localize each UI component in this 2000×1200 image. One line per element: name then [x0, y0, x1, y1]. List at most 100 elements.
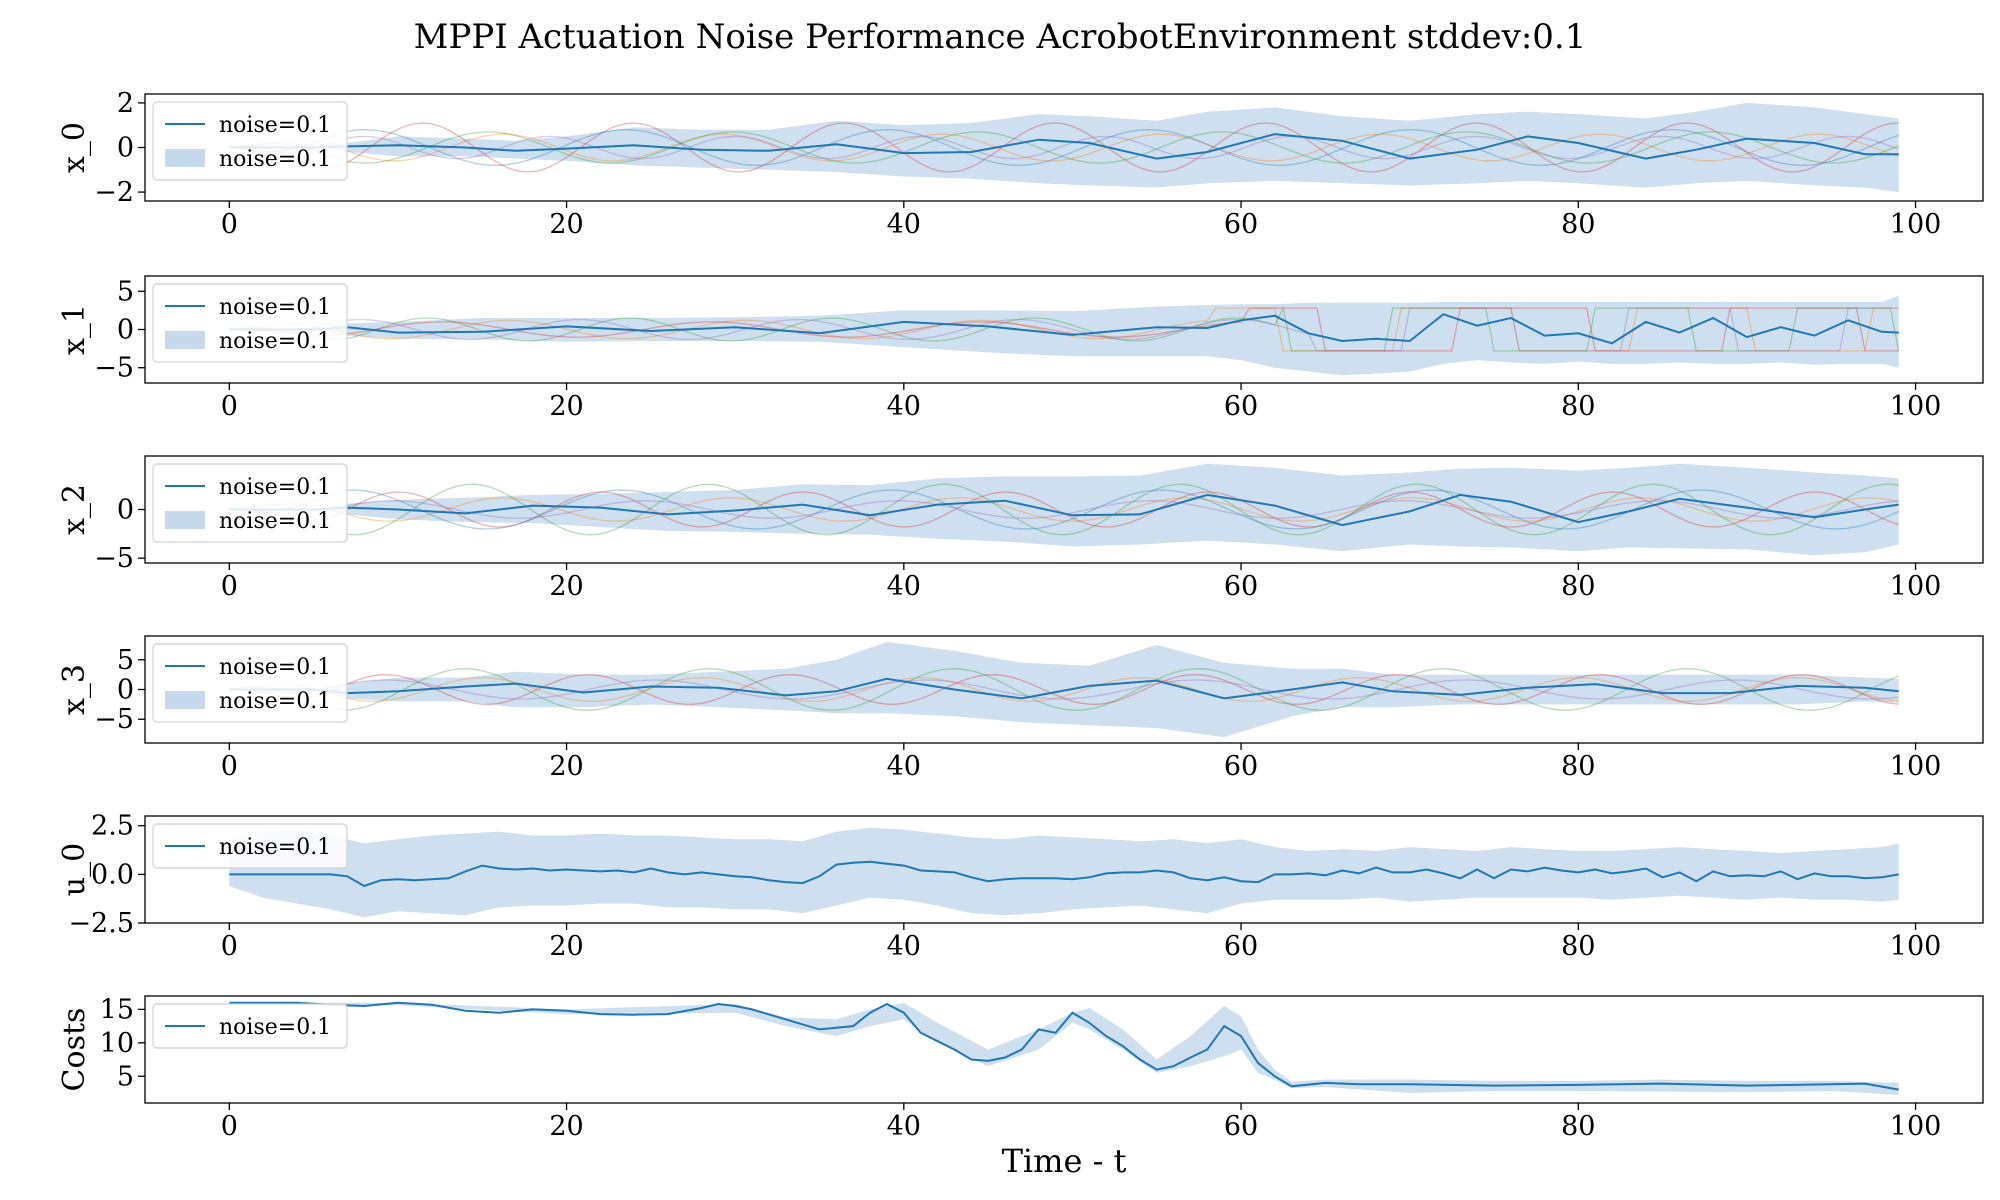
x-tick-label: 0	[221, 751, 238, 782]
y-axis-label: Costs	[57, 1008, 92, 1092]
x-tick-label: 80	[1561, 931, 1595, 962]
legend-band-swatch	[165, 331, 205, 349]
x-tick-label: 20	[549, 391, 583, 422]
rollout-line	[229, 668, 1899, 711]
plot-area	[229, 641, 1899, 738]
subplot-x-2: 0 20 40 60 80 100 0 −5x_2 noise=0.1 noise=0.1	[57, 455, 1984, 602]
x-tick-label: 80	[1561, 751, 1595, 782]
x-tick-label: 80	[1561, 391, 1595, 422]
x-tick-label: 100	[1890, 751, 1942, 782]
mean-line	[229, 677, 1899, 700]
std-band	[229, 102, 1899, 193]
plot-area	[229, 1001, 1899, 1095]
legend-band-swatch	[165, 691, 205, 709]
x-tick-label: 60	[1224, 931, 1258, 962]
y-tick-label: 5	[117, 645, 134, 676]
y-axis-label: x_1	[57, 304, 92, 355]
x-tick-label: 60	[1224, 751, 1258, 782]
legend-label: noise=0.1	[219, 113, 331, 138]
std-band	[229, 463, 1899, 556]
y-axis-label: x_0	[57, 122, 92, 173]
rollout-line	[229, 489, 1899, 530]
rollout-line	[229, 306, 1900, 352]
legend: noise=0.1 noise=0.1	[152, 643, 348, 723]
x-tick-label: 20	[549, 571, 583, 602]
rollout-line	[229, 129, 1899, 166]
x-tick-label: 60	[1224, 209, 1258, 240]
y-tick-label: 5	[117, 276, 134, 307]
std-band	[229, 1002, 1899, 1095]
y-axis-label: u_0	[57, 843, 92, 896]
x-tick-label: 20	[549, 751, 583, 782]
x-tick-label: 0	[221, 1111, 238, 1142]
plot-area	[229, 827, 1899, 918]
legend-label: noise=0.1	[219, 475, 331, 500]
x-tick-label: 40	[887, 209, 921, 240]
legend-label: noise=0.1	[219, 329, 331, 354]
legend-box	[152, 1003, 348, 1049]
y-tick-label: 0	[117, 315, 134, 346]
y-tick-label: 2	[117, 88, 134, 119]
std-band	[229, 641, 1899, 738]
y-tick-label: 0	[117, 675, 134, 706]
x-tick-label: 100	[1890, 931, 1942, 962]
x-tick-label: 0	[221, 571, 238, 602]
rollout-line	[229, 483, 1899, 536]
x-tick-label: 0	[221, 209, 238, 240]
plot-area	[229, 102, 1899, 193]
legend-label: noise=0.1	[219, 509, 331, 534]
x-tick-label: 60	[1224, 391, 1258, 422]
x-tick-label: 20	[549, 209, 583, 240]
x-tick-label: 80	[1561, 1111, 1595, 1142]
legend-band-swatch	[165, 149, 205, 167]
mean-line	[229, 493, 1899, 527]
y-tick-label: −2.5	[68, 908, 134, 939]
plot-area	[229, 463, 1899, 556]
mean-line	[229, 1001, 1899, 1091]
mean-line	[229, 133, 1899, 160]
x-tick-label: 40	[887, 1111, 921, 1142]
y-tick-label: −2	[94, 177, 134, 208]
rollout-line	[229, 674, 1899, 705]
y-tick-label: −5	[94, 543, 134, 574]
legend-box	[152, 823, 348, 869]
y-tick-label: −5	[94, 704, 134, 735]
x-tick-label: 40	[887, 751, 921, 782]
legend-label: noise=0.1	[219, 689, 331, 714]
legend: noise=0.1	[152, 1003, 348, 1049]
rollout-line	[229, 122, 1899, 173]
y-tick-label: 15	[100, 994, 134, 1025]
y-tick-label: 10	[100, 1028, 134, 1059]
std-band	[229, 295, 1899, 376]
legend: noise=0.1 noise=0.1	[152, 101, 348, 181]
axes-frame	[144, 995, 1984, 1104]
x-tick-label: 80	[1561, 571, 1595, 602]
x-tick-label: 60	[1224, 1111, 1258, 1142]
y-tick-label: 0	[117, 495, 134, 526]
x-tick-label: 0	[221, 391, 238, 422]
x-tick-label: 20	[549, 931, 583, 962]
x-tick-label: 40	[887, 931, 921, 962]
rollout-line	[229, 679, 1899, 700]
rollout-line	[229, 307, 1899, 352]
y-tick-label: 2.5	[91, 811, 134, 842]
chart-title: MPPI Actuation Noise Performance Acrobot…	[414, 17, 1587, 57]
subplot-u-0: 0 20 40 60 80 100 2.5 0.0 −2.5 u_0 noise=0.1	[57, 811, 1984, 962]
y-tick-label: 0.0	[91, 859, 134, 890]
rollout-line	[229, 135, 1899, 160]
subplot-x-1: 0 20 40 60 80 100 5 0 −5x_1 noise=0.1 noise=0.1	[57, 275, 1984, 422]
x-tick-label: 20	[549, 1111, 583, 1142]
x-tick-label: 100	[1890, 391, 1942, 422]
legend-label: noise=0.1	[219, 655, 331, 680]
x-tick-label: 100	[1890, 209, 1942, 240]
legend-label: noise=0.1	[219, 147, 331, 172]
legend-label: noise=0.1	[219, 295, 331, 320]
x-tick-label: 100	[1890, 571, 1942, 602]
rollout-line	[229, 676, 1899, 703]
x-axis-label: Time - t	[1002, 1142, 1127, 1180]
x-tick-label: 80	[1561, 209, 1595, 240]
